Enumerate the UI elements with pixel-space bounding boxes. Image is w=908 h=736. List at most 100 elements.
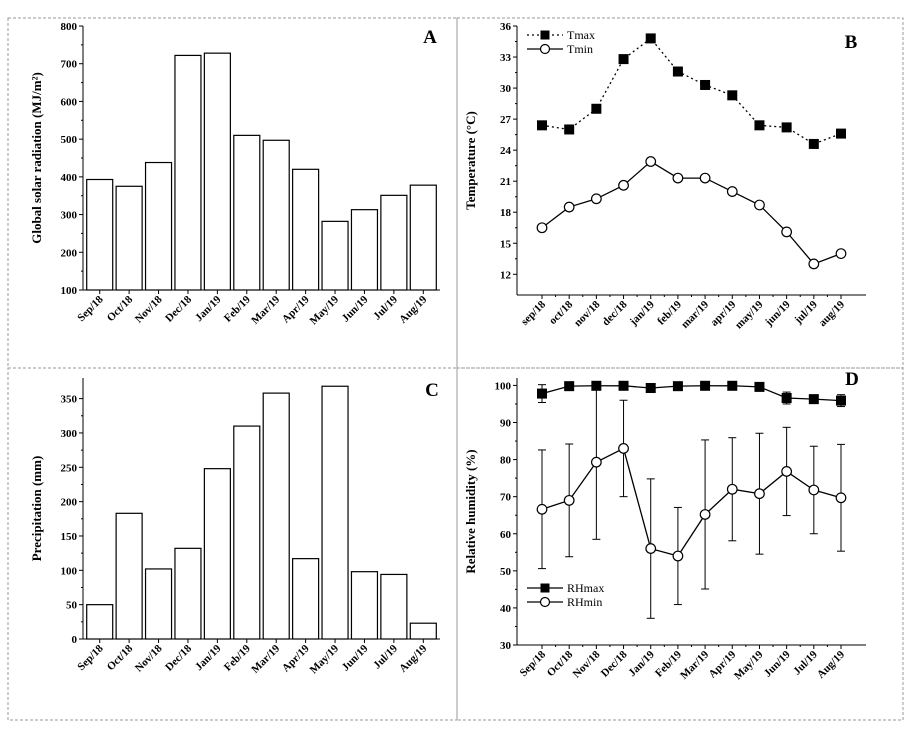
data-point	[672, 381, 683, 392]
legend-marker	[540, 30, 550, 40]
y-tick-label: 12	[500, 269, 512, 281]
x-tick-label: jun/19	[762, 298, 793, 329]
series-line	[541, 160, 842, 265]
data-point	[672, 172, 684, 184]
bar	[86, 604, 114, 640]
data-point	[754, 381, 765, 392]
data-point	[836, 128, 846, 139]
data-point	[700, 380, 711, 391]
x-tick-label: Mar/19	[249, 293, 282, 326]
data-point	[808, 258, 820, 270]
bar	[350, 209, 379, 291]
data-point	[618, 380, 629, 391]
bar	[174, 547, 202, 640]
data-point	[536, 503, 548, 515]
data-point	[726, 483, 738, 495]
data-point	[537, 120, 547, 131]
bar	[115, 185, 143, 291]
bar	[292, 558, 320, 640]
data-point	[645, 543, 657, 554]
x-tick-label: Oct/18	[545, 648, 576, 679]
bar	[321, 220, 349, 291]
y-tick-label: 350	[61, 394, 78, 406]
x-tick-label: Aug/19	[397, 642, 430, 675]
data-point	[836, 395, 846, 406]
x-tick-label: Sep/18	[75, 293, 106, 324]
x-tick-label: jul/19	[792, 298, 821, 327]
x-tick-label: aug/19	[817, 298, 848, 329]
y-tick-label: 200	[61, 247, 78, 259]
y-tick-label: 300	[61, 428, 78, 440]
x-tick-label: Feb/19	[222, 642, 253, 673]
data-point	[727, 380, 738, 391]
legend-label: Tmin	[567, 42, 593, 56]
data-point	[563, 494, 575, 506]
data-point	[590, 193, 602, 205]
bar	[203, 52, 231, 291]
y-tick-label: 700	[61, 59, 78, 71]
y-tick-label: 500	[61, 134, 78, 146]
y-tick-label: 70	[500, 492, 512, 504]
y-tick-label: 18	[500, 207, 512, 219]
y-tick-label: 400	[61, 172, 78, 184]
panel-frame-b	[456, 17, 904, 369]
series-line	[541, 385, 842, 402]
data-point	[835, 248, 847, 260]
panel-label: A	[423, 27, 437, 48]
data-point	[808, 484, 820, 496]
legend-label: RHmax	[567, 581, 604, 595]
data-point	[645, 383, 656, 394]
data-point	[672, 550, 684, 562]
bar	[144, 568, 173, 640]
panel-label: C	[425, 380, 439, 401]
bar	[174, 54, 202, 291]
x-tick-label: Jul/19	[371, 293, 400, 322]
y-axis-title: Precipitation (mm)	[29, 456, 44, 562]
y-tick-label: 40	[500, 603, 512, 615]
bar	[350, 571, 379, 640]
y-tick-label: 90	[500, 418, 512, 430]
data-point	[754, 120, 765, 131]
bar	[409, 184, 437, 291]
data-point	[726, 186, 738, 197]
y-tick-label: 50	[66, 600, 78, 612]
data-point	[699, 172, 711, 184]
y-tick-label: 0	[72, 634, 78, 646]
x-tick-label: Jan/19	[193, 293, 224, 324]
y-tick-label: 60	[500, 529, 512, 541]
legend-marker	[539, 43, 551, 55]
bar	[144, 161, 173, 291]
data-point	[618, 54, 629, 65]
data-point	[564, 381, 575, 392]
data-point	[699, 509, 711, 520]
data-point	[808, 394, 819, 405]
y-tick-label: 24	[500, 145, 512, 157]
panel-a-solar-radiation: 100 200 300 400 500 600 700 800 Sep/18Oct/18Nov/…	[29, 21, 440, 327]
x-tick-label: May/19	[732, 648, 766, 682]
data-point	[536, 222, 548, 234]
panel-d-relative-humidity: 30 40 50 60 70 80 90 100 Sep/18Oct/18Nov/18Dec/1…	[463, 369, 866, 682]
y-tick-label: 150	[61, 531, 78, 543]
panel-frame-d	[456, 367, 904, 721]
y-axis-title: Global solar radiation (MJ/m²)	[29, 72, 44, 244]
data-point	[781, 122, 792, 133]
x-tick-label: Dec/18	[599, 648, 630, 679]
y-tick-label: 21	[500, 176, 511, 188]
x-tick-label: May/19	[308, 293, 342, 327]
y-tick-label: 33	[500, 52, 512, 64]
data-point	[591, 103, 602, 114]
y-tick-label: 30	[500, 640, 512, 652]
x-tick-label: mar/19	[679, 298, 712, 331]
series-line	[541, 447, 842, 557]
x-tick-label: oct/18	[547, 298, 576, 327]
data-point	[564, 124, 575, 135]
x-tick-label: Nov/18	[133, 642, 165, 674]
x-tick-label: Jun/19	[340, 293, 371, 324]
x-tick-label: nov/18	[572, 298, 603, 329]
legend-label: RHmin	[567, 595, 602, 609]
y-tick-label: 800	[61, 21, 78, 33]
bar	[203, 468, 231, 640]
x-tick-label: Mar/19	[678, 648, 711, 681]
legend-marker	[539, 596, 551, 608]
